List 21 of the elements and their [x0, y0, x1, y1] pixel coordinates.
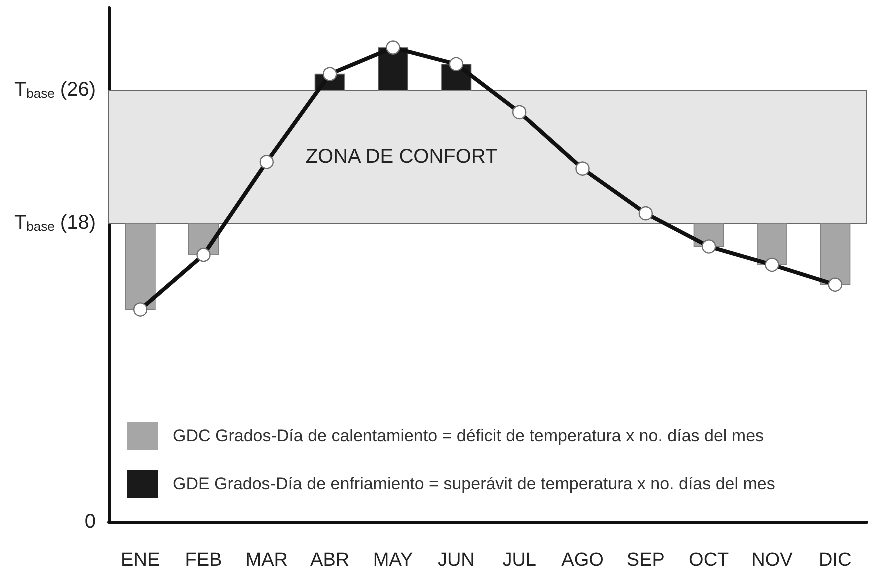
bar — [820, 223, 851, 286]
x-tick-label: NOV — [752, 550, 794, 571]
bar — [757, 223, 788, 266]
x-tick-label: MAR — [246, 550, 288, 571]
x-tick-label: AGO — [562, 550, 604, 571]
x-tick-label: ABR — [310, 550, 350, 571]
y-tick-label: T$_{base}$ (18) — [14, 212, 96, 236]
x-tick-label: JUL — [502, 550, 536, 571]
x-tick-label: FEB — [185, 550, 222, 571]
x-tick-label: SEP — [626, 550, 665, 571]
y-tick-label: 0 — [84, 511, 96, 533]
band-label: ZONA DE CONFORT — [306, 146, 498, 168]
legend-label: GDE Grados-Día de enfriamiento = superávit de temperatura x no. días del mes — [173, 474, 776, 494]
bar — [125, 223, 156, 310]
legend-label: GDC Grados-Día de calentamiento = déficit de temperatura x no. días del mes — [173, 426, 764, 446]
x-tick-label: MAY — [373, 550, 414, 571]
x-tick-label: ENE — [121, 550, 160, 571]
x-tick-label: JUN — [438, 550, 475, 571]
x-tick-label: DIC — [819, 550, 852, 571]
x-tick-label: OCT — [689, 550, 730, 571]
y-tick-label: T$_{base}$ (26) — [14, 78, 96, 103]
